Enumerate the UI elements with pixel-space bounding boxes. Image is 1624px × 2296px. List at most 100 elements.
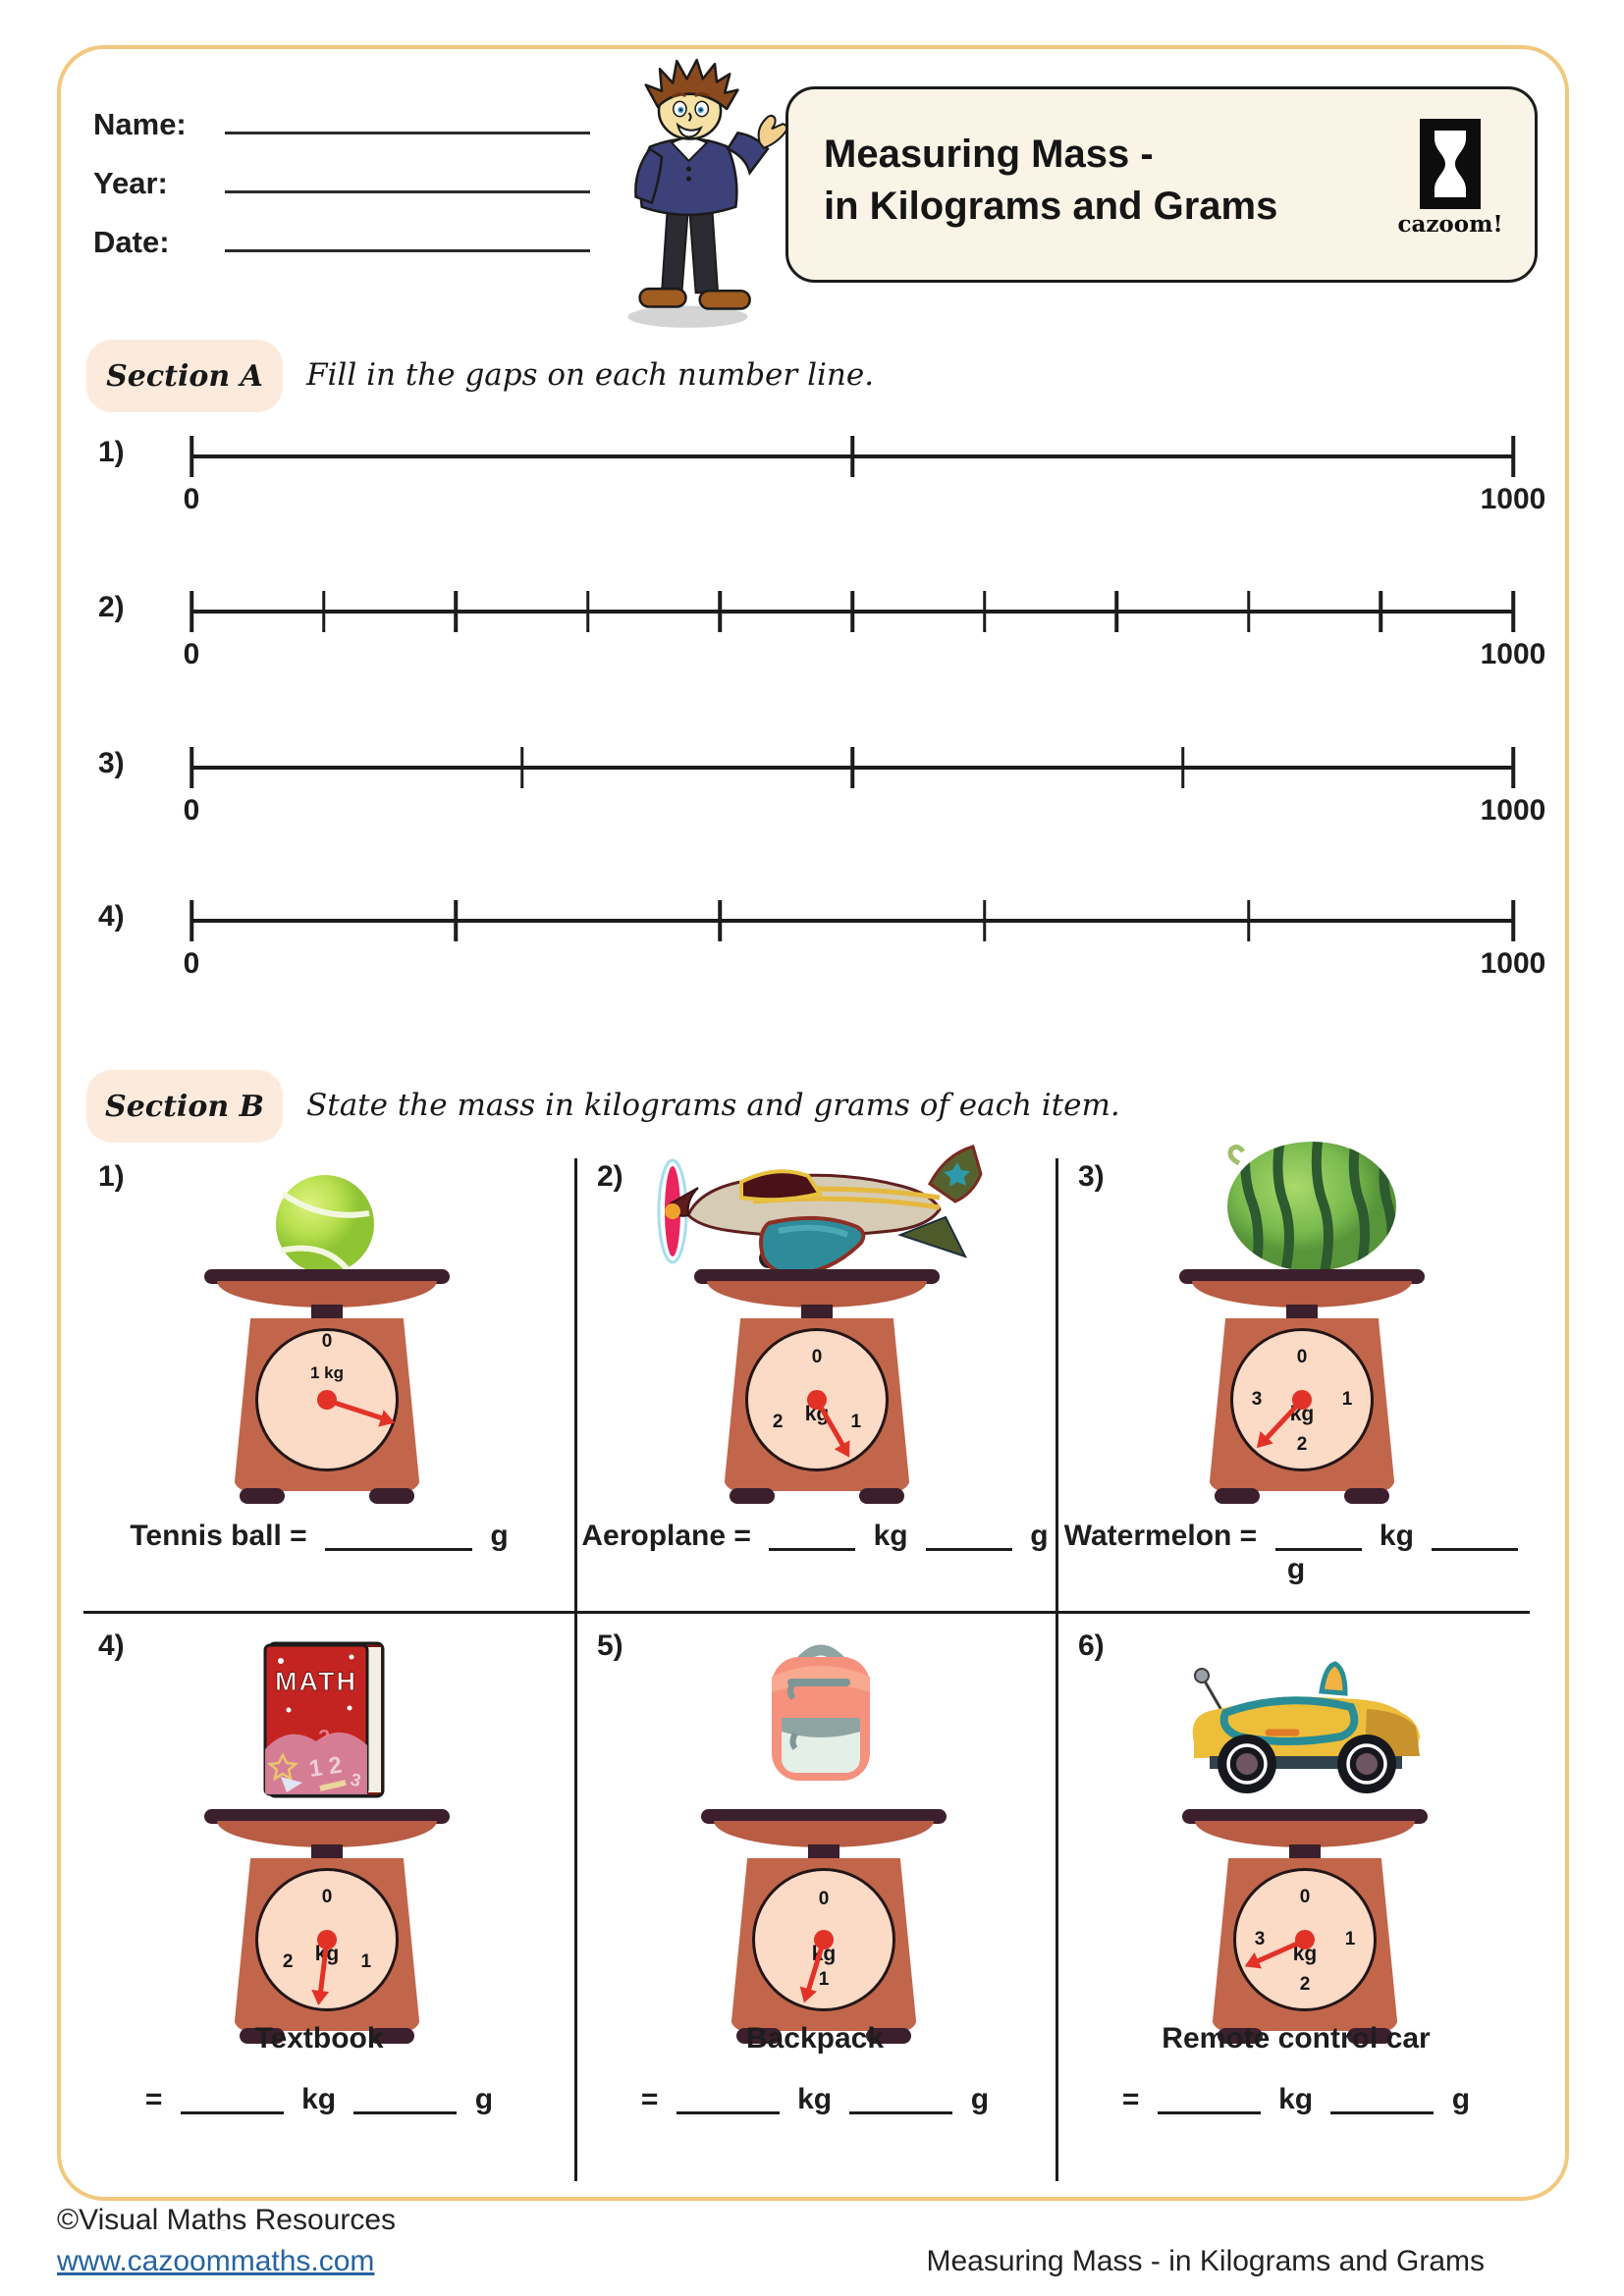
numberline-tick [1247,900,1251,941]
answer-blank[interactable] [1157,2084,1261,2114]
section-b-instruction: State the mass in kilograms and grams of… [306,1088,1120,1123]
answer-line: = kg g [640,2083,990,2115]
answer-blank[interactable] [925,1521,1012,1551]
answer-blank[interactable] [1274,1521,1362,1551]
numberline-tick [1379,591,1383,632]
remote-control-car-image [1192,1661,1420,1793]
date-field-row: Date: [93,216,590,259]
item-number: 5) [597,1629,623,1662]
tennis-ball-image [276,1175,374,1274]
answer-blank[interactable] [769,1521,856,1551]
scale-foot [736,2028,782,2044]
year-field-row: Year: [93,157,590,200]
numberline-start-label: 0 [183,794,200,827]
item-number: 6) [1078,1629,1105,1662]
item-number: 3) [1078,1160,1105,1193]
scale-pan-dish [217,1281,437,1308]
numberline-start-label: 0 [183,638,200,670]
dial-number: 0 [321,1886,333,1907]
scale-pan-bar [1179,1269,1425,1284]
numberline-tick [1511,436,1515,477]
scale-pan-dish [217,1821,437,1847]
item-number: 2) [597,1160,623,1193]
numberline-tick [982,900,987,941]
grid-divider-horizontal [83,1611,1530,1614]
number-line[interactable]: 0 1000 [184,900,1545,980]
scale-dial: 0 1 kg [752,1868,895,2011]
title-line-2: in Kilograms and Grams [824,185,1278,229]
numberline-tick [454,591,458,632]
year-label: Year: [93,166,168,200]
answer-blank[interactable] [676,2084,780,2114]
worksheet-title-box: Measuring Mass - in Kilograms and Grams … [785,86,1538,283]
scale-stem [311,1305,343,1320]
dial-unit-label: kg [1292,1943,1318,1966]
cartoon-boy-image [627,58,788,328]
dial-unit-label: 1 kg [309,1363,345,1383]
item-name: Backpack [745,2022,885,2055]
scale-foot [240,2028,285,2044]
scale-pan-bar [1182,1809,1428,1824]
numberline-tick [321,591,326,632]
number-line[interactable]: 0 1000 [184,747,1545,827]
math-textbook-image: MATH ? 1 2 3 [263,1641,385,1798]
numberline-tick [454,900,458,941]
answer-blank[interactable] [180,2084,284,2114]
numberline-tick [1511,747,1515,788]
numberline-tick [519,747,524,788]
svg-text:?: ? [318,1727,330,1748]
backpack-image [772,1644,870,1781]
date-input-line[interactable] [225,216,590,252]
numberline-end-label: 1000 [1480,794,1546,827]
number-line[interactable]: 0 1000 [184,436,1545,515]
numberline-start-label: 0 [183,947,200,980]
item-name: Textbook [254,2022,384,2055]
numberline-tick [1247,591,1251,632]
scale-foot [730,1488,775,1504]
dial-hub [807,1390,827,1410]
year-input-line[interactable] [225,157,590,193]
number-line-index: 3) [98,747,125,779]
item-number: 4) [98,1629,125,1662]
name-label: Name: [93,107,187,141]
page-border [57,45,1569,2201]
worksheet-title: Measuring Mass - in Kilograms and Grams [824,129,1277,233]
answer-blank[interactable] [1432,1521,1519,1551]
number-line[interactable]: 0 1000 [184,591,1545,670]
scale-dial: 0 1 2 3 kg [1233,1868,1377,2011]
title-line-1: Measuring Mass - [824,133,1154,176]
cazoom-logo: cazoom! [1391,119,1509,238]
cazoom-logo-text: cazoom! [1397,211,1503,238]
aeroplane-image [657,1145,983,1277]
scale-foot [1215,1488,1260,1504]
scale-foot [1218,2028,1263,2044]
dial-hub [1295,1930,1315,1949]
numberline-tick [189,591,193,632]
dial-number: 0 [1296,1346,1308,1367]
scale-dial: 0 1 2 3 kg [1230,1328,1374,1471]
footer-doc-title: Measuring Mass - in Kilograms and Grams [926,2245,1485,2277]
item-caption: Backpack = kg g [579,2022,1051,2116]
numberline-end-label: 1000 [1480,947,1546,980]
answer-blank[interactable] [325,1521,472,1551]
answer-blank[interactable] [849,2084,953,2114]
scale-stem [1286,1305,1318,1320]
answer-blank[interactable] [1330,2084,1435,2114]
answer-blank[interactable] [353,2084,458,2114]
item-caption: Remote control car = kg g [1060,2022,1532,2116]
item-caption: Tennis ball = g [88,1520,550,1553]
section-a-pill: Section A [86,340,283,412]
number-line-row: 2) 0 1000 [0,591,1624,689]
section-b-label: Section B [105,1089,264,1124]
scale-pan-bar [694,1269,940,1284]
scale-foot [866,2028,911,2044]
name-input-line[interactable] [225,98,590,134]
svg-text:1 2: 1 2 [307,1752,344,1783]
numberline-tick [850,747,854,788]
website-link[interactable]: www.cazoommaths.com [57,2245,375,2277]
scale-stem [808,1844,839,1860]
numberline-end-label: 1000 [1480,483,1546,515]
scale-foot [1347,2028,1392,2044]
weighing-scale: 0 1 kg [701,1809,947,2045]
